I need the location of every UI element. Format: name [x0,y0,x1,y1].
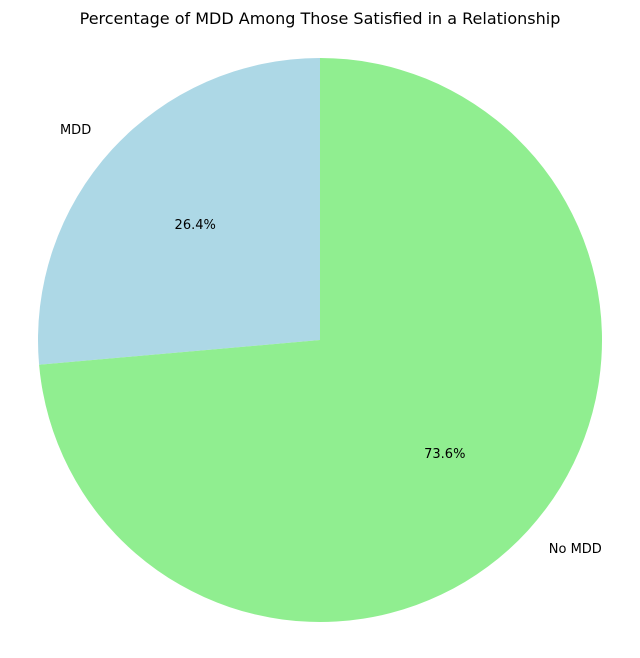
chart-title: Percentage of MDD Among Those Satisfied … [80,9,561,28]
pie-slice-no-mdd [39,58,603,623]
slice-label-mdd: MDD [60,123,91,138]
pie-slice-mdd [38,58,321,365]
slice-label-no-mdd: No MDD [549,542,602,557]
percentage-label-no-mdd: 73.6% [424,447,465,462]
percentage-label-mdd: 26.4% [175,218,216,233]
